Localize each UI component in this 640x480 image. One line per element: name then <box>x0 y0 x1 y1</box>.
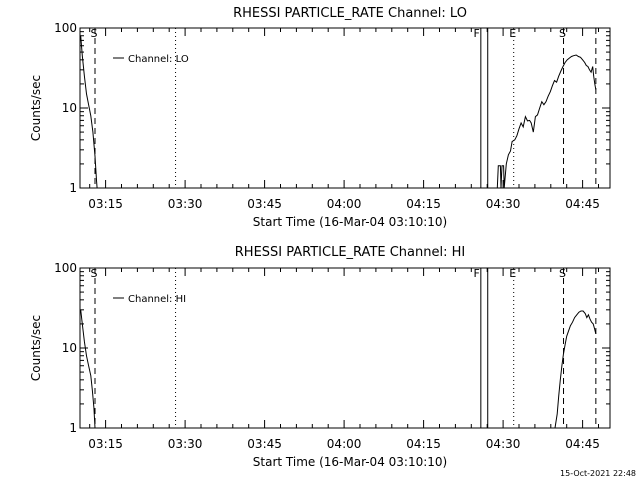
panel-hi-rate-line <box>554 310 597 429</box>
panel-lo-frame <box>79 27 611 189</box>
panel-hi-xtick-label: 03:15 <box>88 437 123 451</box>
panel-lo-xtick-label: 03:15 <box>88 197 123 211</box>
panel-hi-xlabel: Start Time (16-Mar-04 03:10:10) <box>253 455 447 469</box>
panel-hi-xtick-label: 04:45 <box>565 437 600 451</box>
panel-hi-ylabel: Counts/sec <box>29 315 43 381</box>
panel-hi-ytick-label: 10 <box>62 341 77 355</box>
panel-hi-xtick-label: 03:45 <box>247 437 282 451</box>
panel-lo-ytick-label: 100 <box>54 21 77 35</box>
panel-lo-xlabel: Start Time (16-Mar-04 03:10:10) <box>253 215 447 229</box>
panel-hi-xtick-label: 04:30 <box>486 437 521 451</box>
panel-hi-title: RHESSI PARTICLE_RATE Channel: HI <box>235 245 465 260</box>
panel-hi-ytick-label: 1 <box>69 421 77 435</box>
panel-lo-rate-line <box>496 54 597 189</box>
panel-hi-xtick-label: 03:30 <box>168 437 203 451</box>
panel-hi-ytick-label: 100 <box>54 261 77 275</box>
panel-lo-xtick-label: 04:30 <box>486 197 521 211</box>
panel-lo-title: RHESSI PARTICLE_RATE Channel: LO <box>233 6 467 21</box>
panel-hi-xtick-label: 04:00 <box>327 437 362 451</box>
plot-marks-layer: 1 10 100 03:15 03:30 03:45 04:00 04:15 04:30 04:4… <box>54 21 611 451</box>
panel-hi-event-label: E <box>509 267 516 280</box>
panel-lo-event-label: E <box>509 27 516 40</box>
panel-lo-event-label: F <box>474 27 480 40</box>
panel-hi-event-label: S <box>91 267 98 280</box>
panel-lo-event-label: S <box>91 27 98 40</box>
panel-hi-event-label: F <box>474 267 480 280</box>
footer-timestamp: 15-Oct-2021 22:48 <box>560 469 636 478</box>
panel-hi-xtick-label: 04:15 <box>406 437 441 451</box>
panel-lo-ylabel: Counts/sec <box>29 75 43 141</box>
panel-lo-rate-line <box>80 35 98 189</box>
panel-hi-event-label: S <box>559 267 566 280</box>
panel-hi-frame <box>79 267 611 429</box>
panel-lo-event-label: S <box>559 27 566 40</box>
panel-lo-xtick-label: 04:00 <box>327 197 362 211</box>
panel-lo-legend-label: Channel: LO <box>128 54 189 65</box>
panel-lo-xtick-label: 03:30 <box>168 197 203 211</box>
panel-lo-ytick-label: 1 <box>69 181 77 195</box>
panel-lo-xtick-label: 03:45 <box>247 197 282 211</box>
panel-hi-rate-line <box>80 309 96 429</box>
panel-lo-xtick-label: 04:15 <box>406 197 441 211</box>
panel-lo-xtick-label: 04:45 <box>565 197 600 211</box>
panel-lo-ytick-label: 10 <box>62 101 77 115</box>
panel-hi-legend-label: Channel: HI <box>128 294 186 305</box>
